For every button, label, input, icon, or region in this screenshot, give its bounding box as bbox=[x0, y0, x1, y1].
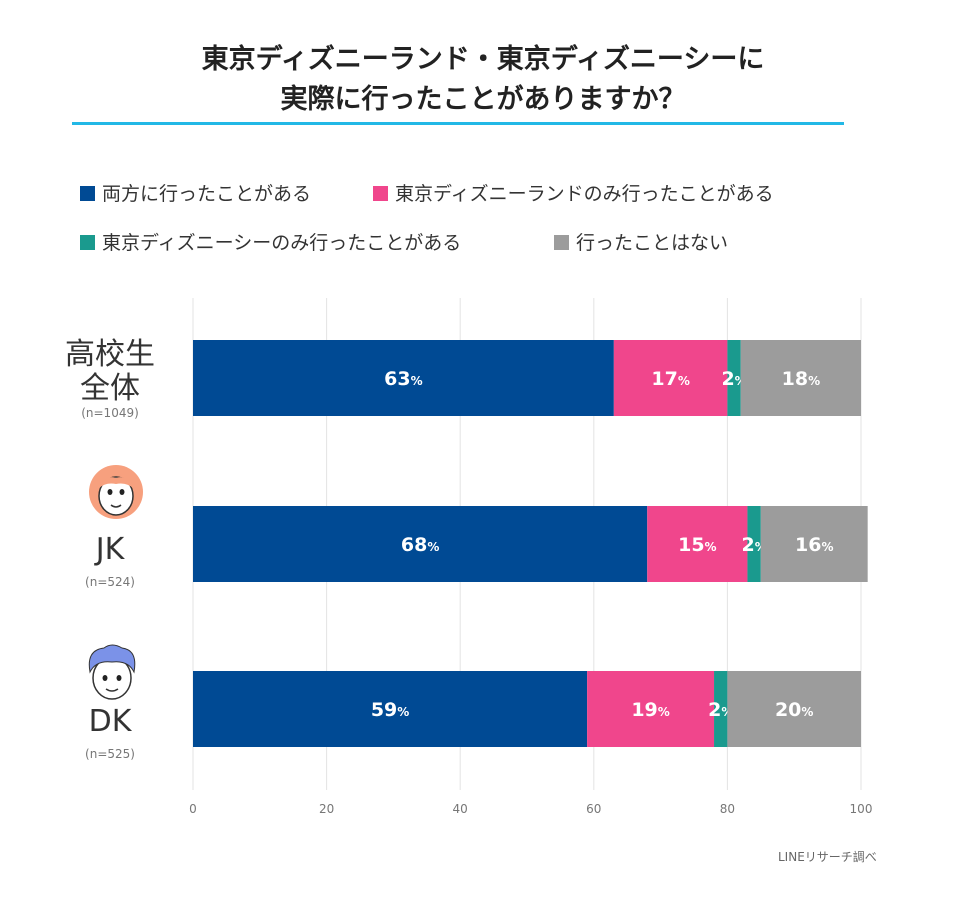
x-tick-label-40: 40 bbox=[453, 802, 468, 816]
row-n-dk: (n=525) bbox=[85, 747, 135, 761]
x-tick-label-0: 0 bbox=[189, 802, 197, 816]
bar-both-row-1 bbox=[193, 506, 648, 582]
bar-never-row-0 bbox=[740, 340, 861, 416]
boy-face-icon bbox=[88, 644, 136, 700]
row-label-all-line2: 全体 bbox=[80, 371, 140, 406]
legend-label-never: 行ったことはない bbox=[576, 232, 729, 254]
bar-label-both-row-2: 59% bbox=[371, 699, 409, 721]
bar-label-both-row-0: 63% bbox=[384, 368, 422, 390]
legend-swatch-both bbox=[80, 186, 95, 201]
row-label-jk-text: JK bbox=[95, 532, 125, 567]
bar-label-never-row-1: 16% bbox=[795, 534, 833, 556]
legend-swatch-sea-only bbox=[80, 235, 95, 250]
row-label-all: 高校生 全体 (n=1049) bbox=[40, 337, 180, 421]
x-tick-label-20: 20 bbox=[319, 802, 334, 816]
bar-land-only-row-0 bbox=[613, 340, 728, 416]
chart-title: 東京ディズニーランド・東京ディズニーシーに 実際に行ったことがありますか？ bbox=[0, 40, 966, 120]
bar-label-land-only-row-1: 15% bbox=[678, 534, 716, 556]
bar-both-row-2 bbox=[193, 671, 588, 747]
chart-title-line2: 実際に行ったことがありますか？ bbox=[280, 84, 686, 115]
source-note: LINEリサーチ調べ bbox=[778, 850, 877, 864]
x-tick-label-60: 60 bbox=[586, 802, 601, 816]
x-axis-ticks: 0 20 40 60 80 100 bbox=[189, 802, 872, 816]
legend-label-sea-only: 東京ディズニーシーのみ行ったことがある bbox=[102, 232, 462, 254]
bar-label-never-row-2: 20% bbox=[775, 699, 813, 721]
bar-both-row-0 bbox=[193, 340, 614, 416]
row-label-jk: JK (n=524) bbox=[40, 532, 180, 590]
legend-item-land-only: 東京ディズニーランドのみ行ったことがある bbox=[373, 179, 774, 206]
x-tick-label-100: 100 bbox=[850, 802, 873, 816]
legend-item-sea-only: 東京ディズニーシーのみ行ったことがある bbox=[80, 228, 461, 255]
bar-label-never-row-0: 18% bbox=[782, 368, 820, 390]
legend-item-never: 行ったことはない bbox=[554, 228, 728, 255]
bar-sea-only-row-1 bbox=[747, 506, 761, 582]
legend-swatch-never bbox=[554, 235, 569, 250]
chart-title-line1: 東京ディズニーランド・東京ディズニーシーに bbox=[201, 44, 765, 75]
legend-item-both: 両方に行ったことがある bbox=[80, 179, 311, 206]
row-n-all: (n=1049) bbox=[81, 406, 139, 420]
bar-land-only-row-2 bbox=[587, 671, 715, 747]
bar-label-land-only-row-2: 19% bbox=[631, 699, 669, 721]
legend-label-land-only: 東京ディズニーランドのみ行ったことがある bbox=[395, 183, 774, 205]
row-label-dk-text: DK bbox=[88, 704, 132, 739]
bar-sea-only-row-2 bbox=[714, 671, 728, 747]
row-n-jk: (n=524) bbox=[85, 575, 135, 589]
bar-sea-only-row-0 bbox=[727, 340, 741, 416]
bar-label-both-row-1: 68% bbox=[401, 534, 439, 556]
bar-never-row-1 bbox=[760, 506, 868, 582]
bar-never-row-2 bbox=[727, 671, 861, 747]
legend-swatch-land-only bbox=[373, 186, 388, 201]
girl-face-icon bbox=[89, 465, 143, 519]
row-label-dk: DK (n=525) bbox=[40, 704, 180, 762]
bars: 63% 17% 2% 18%68% 15% 2% 16%59% 19% 2% 20% bbox=[193, 340, 868, 747]
x-tick-label-80: 80 bbox=[720, 802, 735, 816]
bar-land-only-row-1 bbox=[647, 506, 748, 582]
title-underline bbox=[72, 122, 844, 125]
bar-label-land-only-row-0: 17% bbox=[651, 368, 689, 390]
legend-label-both: 両方に行ったことがある bbox=[102, 183, 312, 205]
row-label-all-line1: 高校生 bbox=[65, 337, 155, 372]
